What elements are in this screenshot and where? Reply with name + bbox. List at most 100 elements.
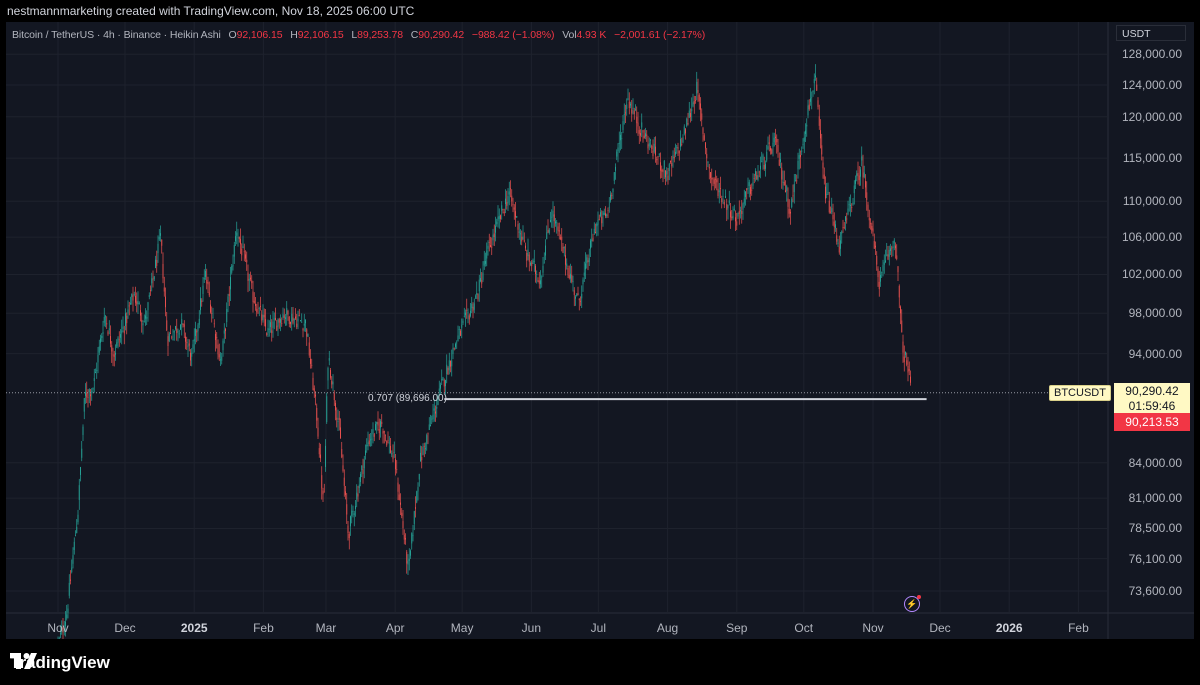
- candle-body: [513, 207, 515, 210]
- candle-body: [70, 579, 71, 581]
- candle-body: [835, 224, 836, 229]
- candle-body: [772, 142, 774, 147]
- candle-body: [240, 238, 241, 245]
- candle-body: [135, 295, 136, 303]
- candle-body: [300, 320, 301, 322]
- candle-body: [561, 236, 563, 241]
- bolt-icon[interactable]: ⚡: [904, 595, 921, 612]
- candle-body: [302, 328, 304, 331]
- candle-body: [466, 310, 468, 311]
- candle-body: [93, 378, 95, 381]
- candle-body: [450, 360, 451, 367]
- candle-body: [261, 314, 263, 321]
- candle-body: [653, 143, 655, 152]
- candle-body: [72, 555, 74, 564]
- notification-dot: [917, 595, 921, 599]
- last-price-tag: 90,213.53: [1114, 412, 1190, 431]
- candle-body: [440, 384, 441, 389]
- candle-body: [887, 254, 889, 260]
- candle-body: [597, 219, 599, 225]
- candle-body: [896, 255, 898, 260]
- candle-body: [277, 319, 279, 327]
- candle-body: [67, 608, 69, 613]
- candle-body: [256, 308, 258, 313]
- candle-body: [192, 344, 194, 349]
- candle-body: [673, 156, 675, 159]
- candle-body: [460, 330, 461, 336]
- candle-body: [616, 151, 618, 157]
- candle-body: [757, 175, 759, 181]
- time-tick-label: Jun: [521, 621, 542, 635]
- candle-body: [507, 196, 509, 204]
- candle-body: [853, 185, 855, 194]
- candle-body: [668, 164, 670, 171]
- candle-body: [370, 439, 371, 441]
- candle-body: [271, 330, 273, 334]
- candle-body: [371, 438, 373, 440]
- candle-body: [325, 445, 326, 467]
- candle-body: [190, 352, 191, 361]
- candle-body: [340, 427, 341, 439]
- candle-body: [165, 296, 166, 308]
- time-tick-label: Feb: [253, 621, 274, 635]
- chart-pane[interactable]: Bitcoin / TetherUS · 4h · Binance · Heik…: [6, 22, 1194, 639]
- candle-body: [418, 474, 420, 480]
- currency-unit-button[interactable]: USDT: [1116, 25, 1186, 41]
- candle-body: [92, 387, 94, 390]
- candle-body: [148, 295, 150, 297]
- candle-body: [777, 144, 779, 152]
- candle-body: [157, 243, 159, 254]
- candle-body: [266, 333, 268, 335]
- candle-body: [260, 305, 261, 307]
- candle-body: [831, 208, 833, 213]
- candle-body: [843, 227, 845, 229]
- candle-body: [810, 98, 811, 102]
- candle-body: [86, 393, 88, 398]
- candle-body: [310, 358, 311, 364]
- candle-body: [783, 181, 785, 186]
- candle-body: [427, 433, 429, 435]
- candle-body: [247, 272, 249, 281]
- candle-body: [201, 300, 203, 303]
- candle-body: [613, 172, 615, 181]
- candle-body: [736, 221, 738, 226]
- candle-body: [357, 493, 359, 497]
- candle-body: [262, 314, 264, 320]
- candle-body: [477, 294, 479, 300]
- candle-body: [365, 450, 366, 455]
- candle-body: [103, 317, 105, 323]
- candle-body: [717, 188, 719, 196]
- tradingview-logo[interactable]: TradingView: [10, 653, 110, 673]
- candle-body: [750, 187, 751, 194]
- candle-body: [102, 332, 104, 334]
- candle-body: [455, 343, 456, 347]
- brand-name: TradingView: [10, 653, 110, 672]
- time-tick-label: 2025: [180, 621, 208, 635]
- price-tick-label: 106,000.00: [1121, 230, 1182, 245]
- candle-body: [320, 454, 321, 459]
- candle-body: [708, 166, 710, 169]
- price-chart[interactable]: [6, 22, 1194, 639]
- candle-body: [177, 331, 179, 333]
- candle-body: [487, 245, 489, 249]
- candle-body: [160, 233, 161, 236]
- candle-body: [495, 225, 496, 233]
- candle-body: [890, 248, 891, 251]
- candle-body: [90, 394, 91, 397]
- candle-body: [313, 388, 315, 392]
- time-tick-label: Nov: [862, 621, 884, 635]
- legend-symbol[interactable]: Bitcoin / TetherUS · 4h · Binance · Heik…: [12, 29, 221, 41]
- candle-body: [630, 103, 631, 106]
- candle-body: [153, 276, 155, 280]
- candle-body: [238, 236, 240, 240]
- candle-body: [661, 169, 663, 172]
- candle-body: [341, 449, 343, 458]
- candle-body: [478, 279, 480, 292]
- candle-body: [453, 347, 455, 349]
- candle-body: [527, 249, 529, 257]
- candle-body: [497, 216, 499, 221]
- candle-body: [150, 290, 151, 292]
- candle-body: [411, 533, 413, 544]
- candle-body: [457, 335, 459, 342]
